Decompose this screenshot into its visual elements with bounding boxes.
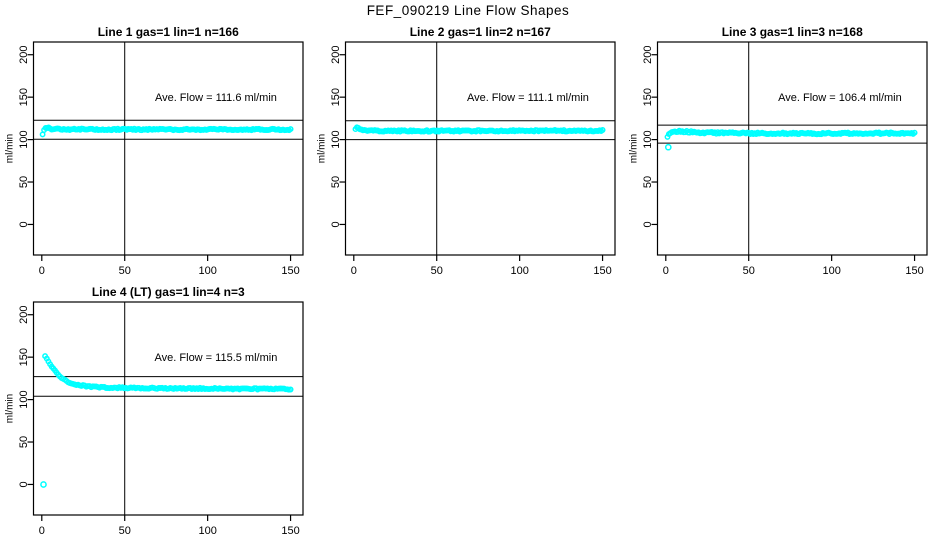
svg-text:100: 100: [642, 130, 654, 148]
svg-text:50: 50: [431, 265, 443, 277]
outlier-point: [40, 481, 47, 488]
x-axis: 0 50 100 150: [663, 255, 924, 277]
svg-text:200: 200: [18, 46, 30, 64]
data-points: [664, 127, 918, 151]
data-points: [39, 124, 294, 138]
svg-text:50: 50: [18, 436, 30, 448]
y-axis: 0 50 100 150 200 ml/min: [5, 46, 34, 228]
subplot-line-4: Line 4 (LT) gas=1 lin=4 n=3 0 50 100 150 0 50 1…: [0, 280, 312, 540]
svg-text:150: 150: [330, 88, 342, 106]
svg-text:0: 0: [351, 265, 357, 277]
ave-flow-annotation: Ave. Flow = 115.5 ml/min: [155, 352, 278, 364]
svg-text:0: 0: [642, 221, 654, 227]
x-axis: 0 50 100 150: [351, 255, 612, 277]
reference-lines: [657, 42, 927, 255]
svg-text:0: 0: [18, 481, 30, 487]
subplot-title: Line 4 (LT) gas=1 lin=4 n=3: [92, 285, 245, 299]
subplot-canvas: Line 4 (LT) gas=1 lin=4 n=3 0 50 100 150 0 50 1…: [5, 285, 304, 537]
svg-text:50: 50: [18, 176, 30, 188]
y-axis: 0 50 100 150 200 ml/min: [317, 46, 346, 228]
svg-text:100: 100: [198, 525, 216, 537]
svg-text:100: 100: [822, 265, 840, 277]
subplot-title: Line 2 gas=1 lin=2 n=167: [410, 25, 551, 39]
svg-text:150: 150: [281, 525, 299, 537]
svg-text:100: 100: [18, 390, 30, 408]
svg-text:0: 0: [39, 265, 45, 277]
svg-text:50: 50: [119, 265, 131, 277]
plot-box: [32, 41, 304, 256]
plot-box: [344, 41, 616, 256]
svg-text:50: 50: [119, 525, 131, 537]
y-axis: 0 50 100 150 200 ml/min: [629, 46, 658, 228]
svg-text:100: 100: [330, 130, 342, 148]
svg-text:150: 150: [18, 88, 30, 106]
reference-lines: [33, 302, 303, 515]
x-axis: 0 50 100 150: [39, 515, 300, 537]
outlier-point: [664, 143, 672, 151]
svg-text:50: 50: [743, 265, 755, 277]
svg-text:200: 200: [18, 306, 30, 324]
ave-flow-annotation: Ave. Flow = 106.4 ml/min: [778, 92, 902, 104]
svg-text:50: 50: [330, 176, 342, 188]
subplot-canvas: Line 3 gas=1 lin=3 n=168 0 50 100 150 0 50 100 1…: [629, 25, 928, 277]
svg-text:50: 50: [642, 176, 654, 188]
data-points: [352, 124, 606, 135]
svg-text:0: 0: [18, 221, 30, 227]
subplot-canvas: Line 2 gas=1 lin=2 n=167 0 50 100 150 0 50 100 1…: [317, 25, 616, 277]
main-title: FEF_090219 Line Flow Shapes: [366, 3, 570, 18]
subplot-title: Line 1 gas=1 lin=1 n=166: [98, 25, 239, 39]
x-axis: 0 50 100 150: [39, 255, 300, 277]
svg-text:100: 100: [198, 265, 216, 277]
y-axis-label: ml/min: [629, 134, 640, 163]
svg-text:200: 200: [330, 46, 342, 64]
svg-text:100: 100: [18, 130, 30, 148]
svg-text:0: 0: [330, 221, 342, 227]
subplot-canvas: Line 1 gas=1 lin=1 n=166 0 50 100 150 0 50 100 1…: [5, 25, 304, 277]
svg-text:100: 100: [510, 265, 528, 277]
reference-lines: [33, 42, 303, 255]
plot-box: [656, 41, 928, 256]
svg-text:150: 150: [642, 88, 654, 106]
ave-flow-annotation: Ave. Flow = 111.6 ml/min: [155, 92, 277, 104]
svg-text:200: 200: [642, 46, 654, 64]
subplot-line-3: Line 3 gas=1 lin=3 n=168 0 50 100 150 0 50 100 1…: [624, 20, 936, 280]
y-axis-label: ml/min: [5, 394, 16, 423]
svg-text:150: 150: [905, 265, 923, 277]
svg-text:150: 150: [18, 348, 30, 366]
data-points: [40, 353, 294, 488]
subplot-title: Line 3 gas=1 lin=3 n=168: [722, 25, 863, 39]
y-axis-label: ml/min: [317, 134, 328, 163]
svg-text:150: 150: [281, 265, 299, 277]
y-axis: 0 50 100 150 200 ml/min: [5, 306, 34, 488]
plot-box: [32, 301, 304, 516]
y-axis-label: ml/min: [5, 134, 16, 163]
svg-text:150: 150: [593, 265, 611, 277]
subplot-line-2: Line 2 gas=1 lin=2 n=167 0 50 100 150 0 50 100 1…: [312, 20, 624, 280]
reference-lines: [345, 42, 615, 255]
svg-text:0: 0: [663, 265, 669, 277]
ave-flow-annotation: Ave. Flow = 111.1 ml/min: [467, 92, 589, 104]
svg-text:0: 0: [39, 525, 45, 537]
subplot-line-1: Line 1 gas=1 lin=1 n=166 0 50 100 150 0 50 100 1…: [0, 20, 312, 280]
